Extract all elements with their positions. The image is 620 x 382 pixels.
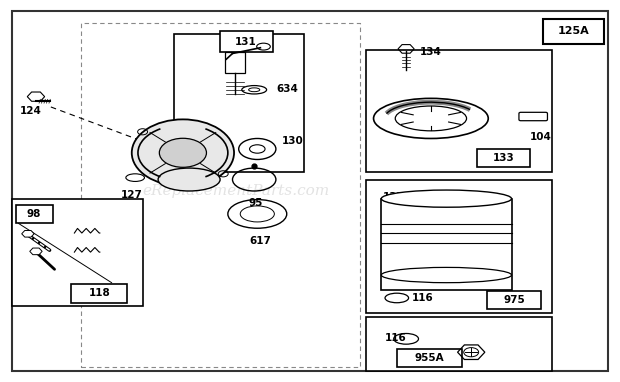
- Bar: [71, 284, 127, 303]
- Bar: [366, 50, 552, 172]
- Text: 975: 975: [503, 295, 525, 305]
- Text: 133: 133: [493, 153, 515, 163]
- Text: 634: 634: [276, 84, 298, 94]
- Bar: [366, 180, 552, 313]
- Text: 137: 137: [383, 192, 404, 202]
- Bar: [543, 19, 604, 44]
- Text: 127: 127: [121, 190, 143, 200]
- Bar: [81, 23, 360, 367]
- Text: 98: 98: [27, 209, 42, 219]
- Text: 617: 617: [249, 236, 272, 246]
- Text: 104: 104: [530, 132, 552, 142]
- Bar: [397, 349, 462, 367]
- Text: 131: 131: [235, 37, 257, 47]
- Text: 116: 116: [412, 293, 434, 303]
- Circle shape: [159, 138, 206, 167]
- Text: 116: 116: [384, 333, 406, 343]
- Text: 95: 95: [248, 198, 263, 208]
- Text: eReplacementParts.com: eReplacementParts.com: [142, 184, 329, 198]
- Ellipse shape: [381, 190, 512, 207]
- Text: 134: 134: [420, 47, 441, 57]
- Text: 125A: 125A: [557, 26, 590, 36]
- Bar: [366, 317, 552, 371]
- Text: 130: 130: [282, 136, 304, 146]
- Bar: [174, 34, 304, 172]
- Text: 118: 118: [88, 288, 110, 298]
- Bar: [16, 205, 53, 223]
- Bar: [381, 199, 512, 290]
- Ellipse shape: [158, 168, 220, 191]
- Bar: [477, 149, 530, 167]
- Text: 955A: 955A: [414, 353, 444, 363]
- Text: 124: 124: [20, 106, 42, 116]
- Bar: [12, 199, 143, 306]
- Bar: [220, 31, 273, 52]
- Bar: [487, 291, 541, 309]
- Ellipse shape: [131, 119, 234, 186]
- Bar: [225, 52, 245, 73]
